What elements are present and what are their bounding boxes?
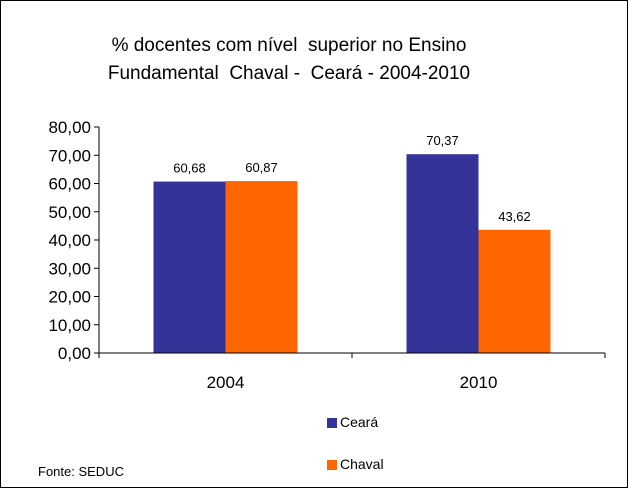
legend-swatch-ceara bbox=[327, 418, 337, 428]
bar-chaval-2004 bbox=[225, 181, 298, 353]
data-label-chaval-2004: 60,87 bbox=[245, 160, 278, 175]
legend-label-ceara: Ceará bbox=[340, 414, 379, 430]
source-note: Fonte: SEDUC bbox=[38, 464, 124, 479]
legend-item-ceara: Ceará bbox=[327, 414, 378, 430]
y-tick-label: 40,00 bbox=[48, 231, 91, 250]
y-tick-label: 80,00 bbox=[48, 118, 91, 137]
x-tick-label-2004: 2004 bbox=[207, 373, 245, 392]
y-tick-label: 20,00 bbox=[48, 288, 91, 307]
y-tick-label: 60,00 bbox=[48, 175, 91, 194]
y-tick-label: 30,00 bbox=[48, 259, 91, 278]
y-tick-label: 0,00 bbox=[58, 344, 91, 363]
x-tick-label-2010: 2010 bbox=[460, 373, 498, 392]
bar-cear--2004 bbox=[153, 181, 226, 353]
y-tick-label: 70,00 bbox=[48, 146, 91, 165]
bar-chaval-2010 bbox=[478, 229, 551, 353]
legend-item-chaval: Chaval bbox=[327, 456, 384, 472]
data-label-cear--2010: 70,37 bbox=[426, 133, 459, 148]
y-tick-label: 50,00 bbox=[48, 203, 91, 222]
bar-cear--2010 bbox=[406, 154, 479, 353]
data-label-cear--2004: 60,68 bbox=[173, 161, 206, 176]
chart-title-line-1: % docentes com nível superior no Ensino bbox=[111, 35, 467, 56]
chart-title-line-2: Fundamental Chaval - Ceará - 2004-2010 bbox=[107, 63, 471, 84]
data-label-chaval-2010: 43,62 bbox=[498, 209, 531, 224]
y-tick-label: 10,00 bbox=[48, 316, 91, 335]
legend-label-chaval: Chaval bbox=[340, 456, 384, 472]
legend-swatch-chaval bbox=[327, 460, 337, 470]
